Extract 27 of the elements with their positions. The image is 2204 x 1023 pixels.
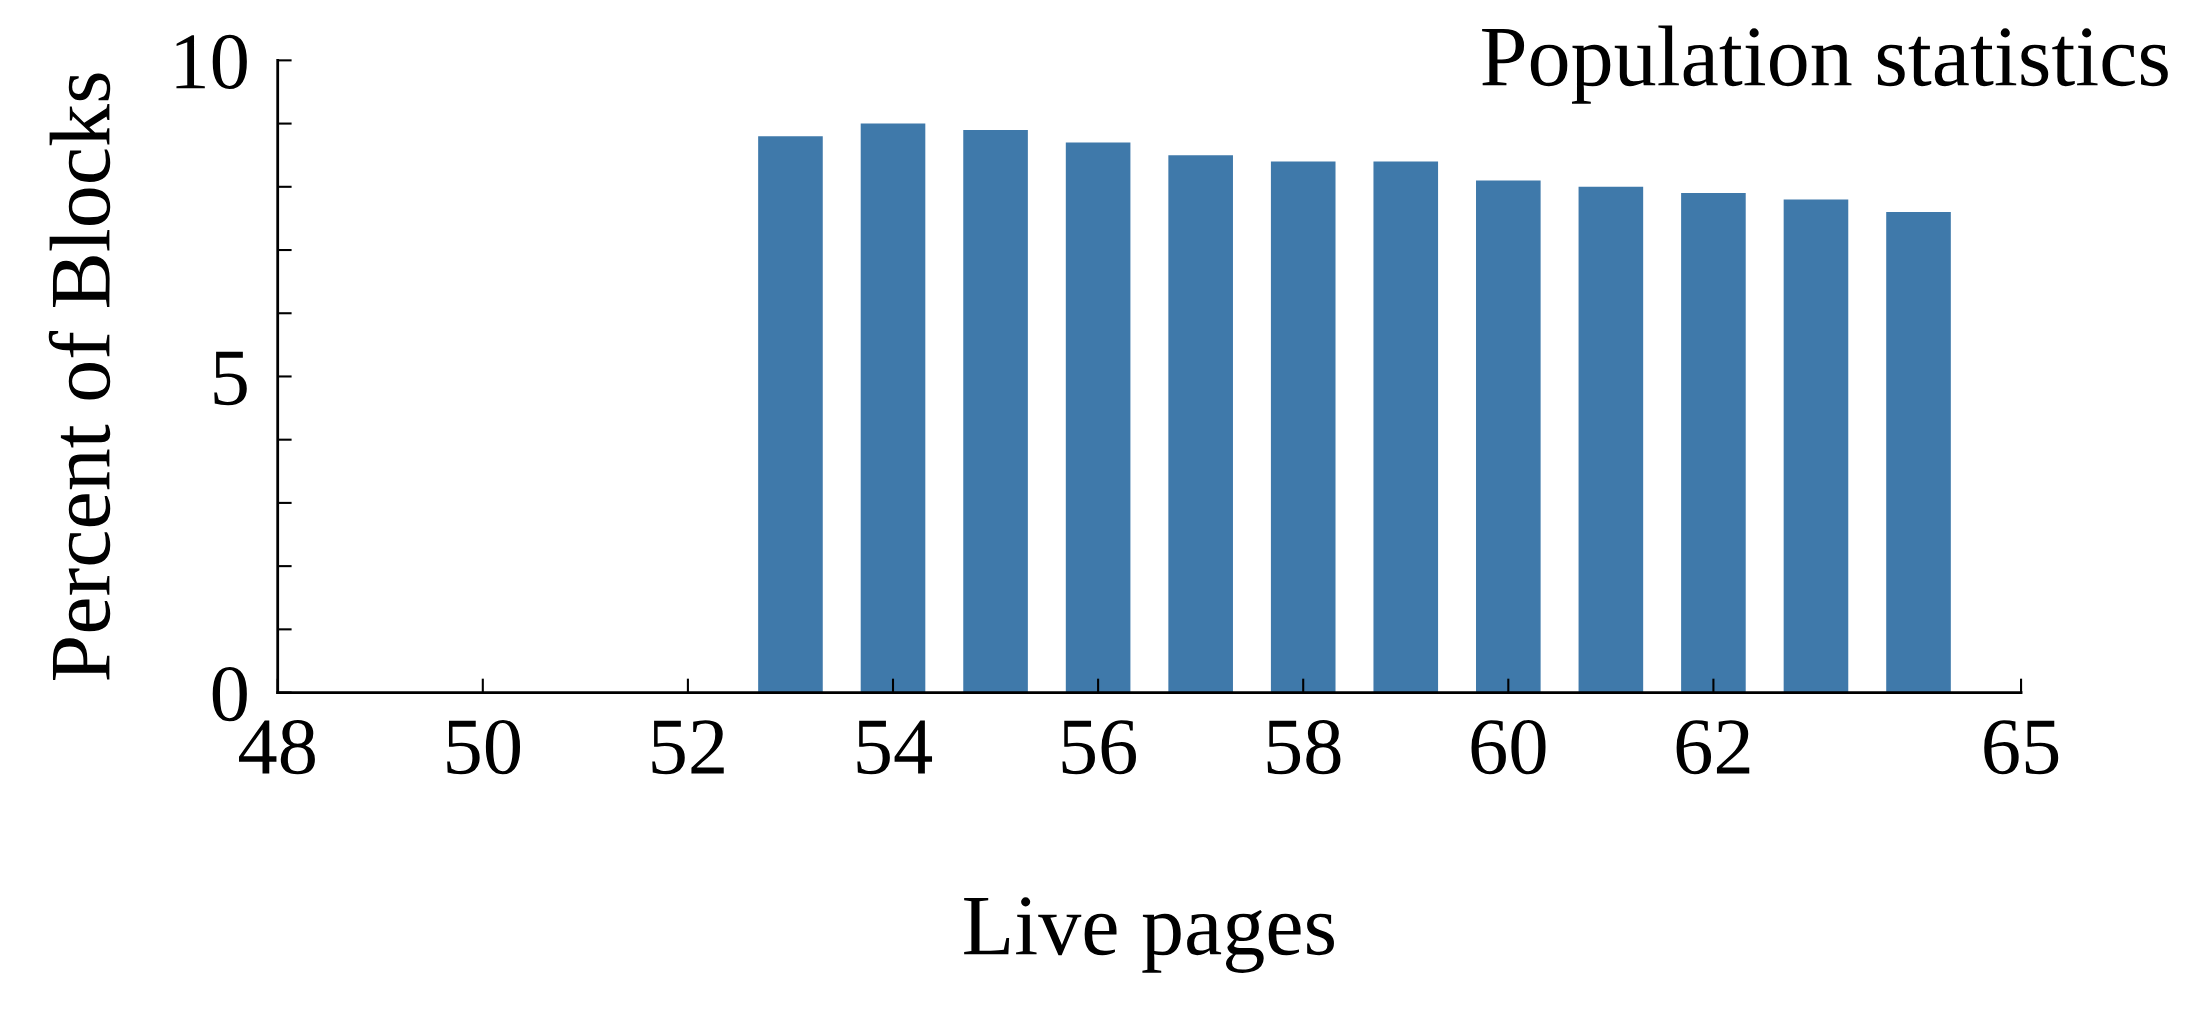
- y-tick-label: 10: [176, 34, 247, 90]
- y-axis-title: Percent of Blocks: [48, 73, 111, 681]
- bar: [1270, 161, 1336, 693]
- x-tick-label: 54: [857, 720, 933, 775]
- bar: [1065, 142, 1131, 693]
- bar: [1578, 186, 1644, 693]
- x-tick-label: 65: [1984, 720, 2059, 775]
- x-tick-label: 60: [1471, 719, 1546, 775]
- x-tick-label: 56: [1062, 720, 1136, 775]
- x-tick-label: 48: [239, 719, 315, 775]
- bar: [1168, 155, 1233, 693]
- x-axis-title: Live pages: [964, 897, 1334, 973]
- bar: [1783, 199, 1849, 693]
- x-tick-label: 50: [447, 719, 521, 775]
- bar: [860, 123, 926, 693]
- bar: [1681, 193, 1746, 693]
- y-tick-label: 0: [212, 666, 247, 722]
- x-tick-label: 62: [1676, 720, 1750, 775]
- y-tick-label: 5: [214, 351, 247, 406]
- bar: [1373, 161, 1439, 693]
- bar: [1476, 180, 1541, 693]
- x-tick-label: 58: [1267, 719, 1341, 775]
- chart-title: Population statistics: [1482, 25, 2168, 104]
- bar: [758, 136, 823, 693]
- bar: [1886, 212, 1951, 693]
- bar: [963, 129, 1028, 693]
- x-tick-label: 52: [652, 720, 724, 775]
